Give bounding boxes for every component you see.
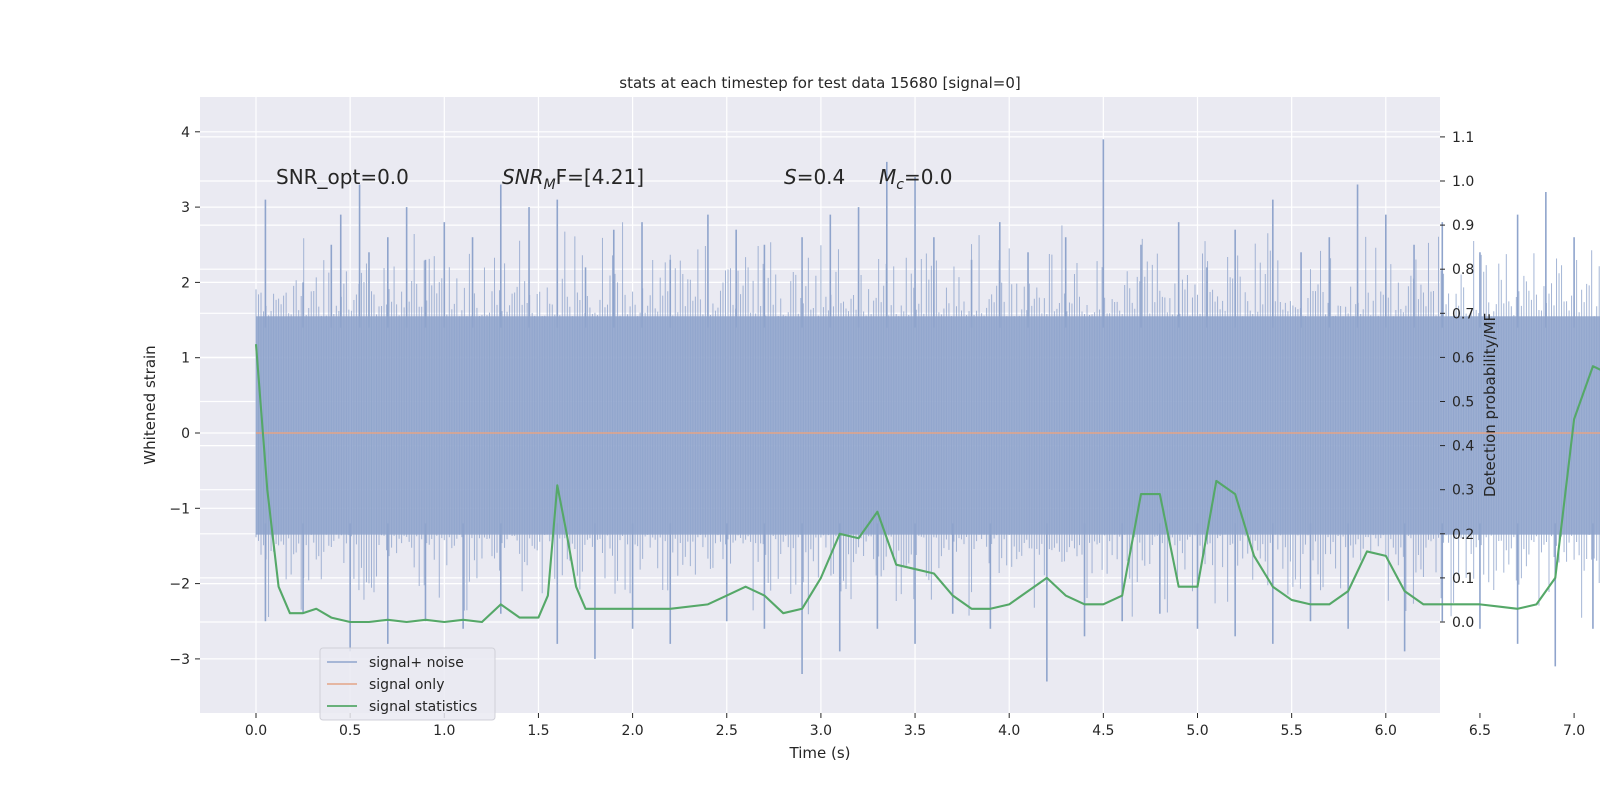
y-right-tick-label-3: 0.8	[1452, 262, 1474, 278]
y-left-axis-label: Whitened strain	[141, 345, 159, 464]
s-rest: =0.4	[797, 165, 846, 189]
y-right-tick-label-0: 1.1	[1452, 130, 1474, 146]
annotation-snr-opt: SNR_opt=0.0	[276, 165, 409, 189]
mc-rest: =0.0	[904, 165, 953, 189]
y-right-tick-label-5: 0.6	[1452, 350, 1474, 366]
x-tick-label-13: 6.5	[1469, 723, 1491, 739]
x-tick-label-6: 3.0	[810, 723, 832, 739]
annotation-mc: Mc=0.0	[879, 165, 953, 193]
x-tick-label-9: 4.5	[1092, 723, 1114, 739]
legend-label-signal-only: signal only	[369, 677, 444, 693]
y-right-tick-label-9: 0.2	[1452, 527, 1474, 543]
y-left-tick-label-4: 0	[181, 426, 190, 442]
y-right-tick-label-7: 0.4	[1452, 439, 1474, 455]
y-left-tick-label-0: 4	[181, 125, 190, 141]
y-left-axis-ticks: 4 3 2 1 0 −1 −2 −3	[169, 125, 200, 668]
y-left-tick-label-7: −3	[169, 652, 190, 668]
y-right-axis-label: Detection probability/MF	[1481, 313, 1499, 497]
snr-mf-base: SNR	[502, 165, 544, 189]
x-tick-label-12: 6.0	[1375, 723, 1397, 739]
y-right-axis-ticks: 1.1 1.0 0.9 0.8 0.7 0.6 0.5 0.4 0.3 0.2 0.1 0.0	[1440, 130, 1474, 631]
y-left-tick-label-2: 2	[181, 275, 190, 291]
y-right-tick-label-2: 0.9	[1452, 218, 1474, 234]
annotation-s: S=0.4	[784, 165, 845, 189]
signal-plus-noise-series	[255, 139, 1600, 682]
snr-mf-sub: M	[544, 177, 556, 193]
x-tick-label-1: 0.5	[339, 723, 361, 739]
x-tick-label-5: 2.5	[716, 723, 738, 739]
x-axis-label: Time (s)	[789, 744, 851, 762]
x-tick-label-2: 1.0	[433, 723, 455, 739]
y-left-tick-label-1: 3	[181, 200, 190, 216]
x-tick-label-11: 5.5	[1281, 723, 1303, 739]
chart-title: stats at each timestep for test data 156…	[619, 74, 1020, 92]
y-left-tick-label-5: −1	[169, 501, 190, 517]
x-tick-label-14: 7.0	[1563, 723, 1585, 739]
x-axis-ticks: 0.0 0.5 1.0 1.5 2.0 2.5 3.0 3.5 4.0 4.5 5.0 5.5 6.0 6…	[245, 713, 1585, 739]
mc-sub: c	[896, 177, 904, 193]
y-left-tick-label-6: −2	[169, 577, 190, 593]
y-right-tick-label-1: 1.0	[1452, 174, 1474, 190]
x-tick-label-3: 1.5	[527, 723, 549, 739]
mc-base: M	[879, 165, 896, 189]
x-tick-label-8: 4.0	[998, 723, 1020, 739]
y-left-tick-label-3: 1	[181, 351, 190, 367]
annotation-snr-mf: SNRMF=[4.21]	[502, 165, 644, 193]
s-italic: S	[784, 165, 797, 189]
snr-mf-rest: F=[4.21]	[556, 165, 644, 189]
y-right-tick-label-8: 0.3	[1452, 483, 1474, 499]
y-right-tick-label-11: 0.0	[1452, 615, 1474, 631]
y-right-tick-label-4: 0.7	[1452, 306, 1474, 322]
x-tick-label-0: 0.0	[245, 723, 267, 739]
legend-label-signal-noise: signal+ noise	[369, 655, 464, 671]
legend-box	[319, 647, 496, 721]
x-tick-label-4: 2.0	[621, 723, 643, 739]
signal-statistics-series	[254, 344, 1600, 624]
y-right-tick-label-10: 0.1	[1452, 571, 1474, 587]
x-tick-label-10: 5.0	[1186, 723, 1208, 739]
signal-statistics-line	[254, 344, 1600, 624]
legend-label-signal-statistics: signal statistics	[369, 699, 477, 715]
y-right-tick-label-6: 0.5	[1452, 395, 1474, 411]
legend: signal+ noise signal only signal statist…	[319, 647, 496, 721]
x-tick-label-7: 3.5	[904, 723, 926, 739]
